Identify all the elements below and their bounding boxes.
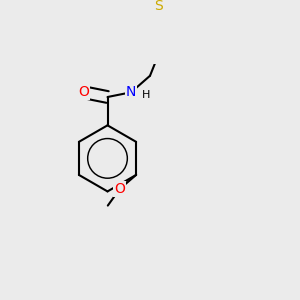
Text: H: H: [142, 90, 151, 100]
Text: S: S: [154, 0, 163, 13]
Text: O: O: [79, 85, 89, 99]
Text: O: O: [114, 182, 125, 196]
Text: N: N: [126, 85, 136, 99]
